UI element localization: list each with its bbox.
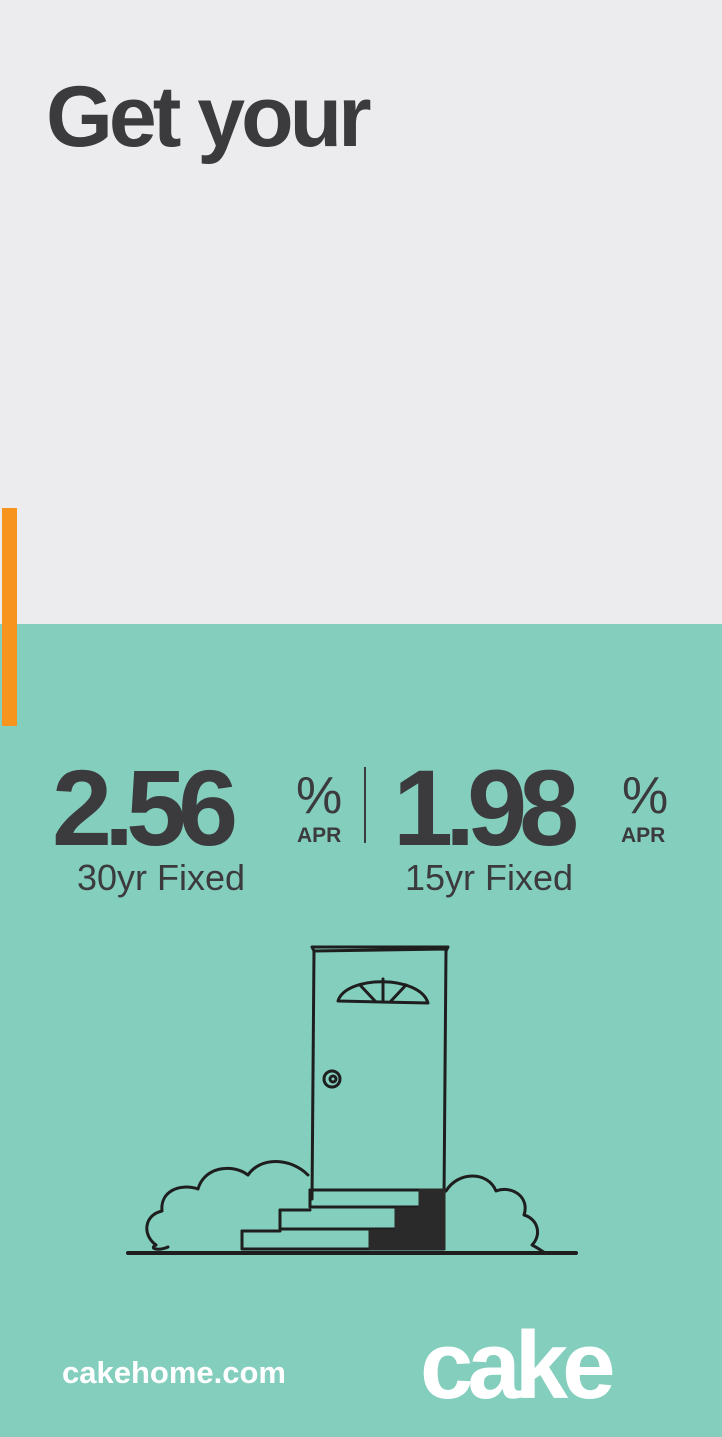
accent-bar — [2, 508, 17, 726]
headline: Get your — [46, 69, 372, 165]
bottom-panel — [0, 624, 722, 1437]
rate-30yr-value: 2.56 — [52, 747, 238, 868]
rate-30yr-percent: % — [296, 767, 343, 825]
cake-logo: cake — [420, 1312, 616, 1419]
rate-15yr-value: 1.98 — [393, 747, 579, 868]
rate-15yr-term: 15yr Fixed — [405, 857, 574, 898]
rate-15yr-percent: % — [622, 767, 669, 825]
rate-divider — [364, 767, 366, 843]
rate-15yr-apr: APR — [621, 824, 666, 847]
website-link[interactable]: cakehome.com — [62, 1355, 286, 1390]
top-panel — [0, 0, 722, 624]
rate-30yr-term: 30yr Fixed — [77, 857, 246, 898]
door-illustration-icon — [126, 945, 578, 1255]
rate-30yr-apr: APR — [297, 824, 342, 847]
